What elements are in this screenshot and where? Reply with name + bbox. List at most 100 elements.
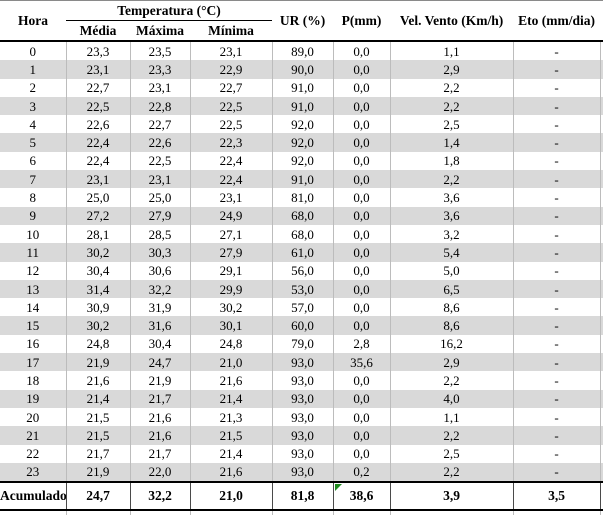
table-cell[interactable]: 25,0 [65, 188, 130, 207]
table-cell[interactable]: 3,6 [389, 188, 514, 207]
table-cell[interactable]: 28,1 [65, 224, 130, 244]
table-cell[interactable]: - [512, 151, 601, 171]
table-cell[interactable]: 30,6 [129, 261, 190, 280]
table-cell[interactable]: 92,0 [271, 133, 334, 152]
table-cell[interactable]: 21,5 [189, 426, 273, 445]
table-cell[interactable]: 22,6 [65, 115, 130, 134]
table-cell[interactable]: 6,5 [389, 279, 514, 299]
table-cell[interactable]: 22,7 [129, 115, 190, 134]
table-cell[interactable]: 21,7 [129, 444, 190, 463]
table-cell[interactable]: 22,4 [65, 151, 130, 171]
table-cell[interactable]: 12 [26, 263, 40, 279]
table-cell[interactable]: 56,0 [271, 261, 334, 280]
table-cell[interactable]: 93,0 [271, 389, 334, 408]
table-cell[interactable]: 22,0 [129, 462, 190, 483]
table-cell[interactable]: 21,6 [129, 407, 190, 427]
table-cell[interactable]: 18 [26, 372, 40, 388]
table-cell[interactable]: 8,6 [389, 316, 514, 335]
header-minima[interactable]: Mínima [190, 20, 273, 41]
table-cell[interactable]: - [512, 60, 601, 79]
table-cell[interactable]: 30,2 [65, 243, 130, 262]
header-eto[interactable]: Eto (mm/dia) [513, 1, 601, 41]
table-cell[interactable]: 0,0 [332, 224, 391, 244]
table-cell[interactable]: 21,6 [189, 371, 273, 390]
table-cell[interactable]: 35,6 [332, 353, 391, 372]
table-cell[interactable]: 17 [26, 354, 40, 370]
table-cell[interactable]: 2,2 [389, 462, 514, 483]
table-cell[interactable]: 21,9 [65, 353, 130, 372]
table-cell[interactable]: 0,0 [332, 39, 391, 61]
header-maxima[interactable]: Máxima [130, 20, 190, 41]
table-cell[interactable]: 2,5 [389, 115, 514, 134]
table-cell[interactable]: 92,0 [271, 115, 334, 134]
table-cell[interactable]: 0,0 [332, 151, 391, 171]
table-cell[interactable]: 0,0 [332, 115, 391, 134]
table-cell[interactable]: 23,1 [65, 60, 130, 79]
table-cell[interactable]: 0,0 [332, 206, 391, 225]
table-cell[interactable]: 1 [29, 61, 37, 77]
table-cell[interactable]: - [512, 462, 601, 483]
table-cell[interactable]: 68,0 [271, 224, 334, 244]
table-cell[interactable]: 21,7 [129, 389, 190, 408]
table-cell[interactable]: 60,0 [271, 316, 334, 335]
table-cell[interactable]: 9 [29, 208, 37, 224]
table-cell[interactable]: 2,2 [389, 78, 514, 97]
table-cell[interactable]: 30,3 [129, 243, 190, 262]
header-media[interactable]: Média [66, 20, 130, 41]
table-cell[interactable]: - [512, 206, 601, 225]
table-cell[interactable]: 27,9 [189, 243, 273, 262]
table-cell[interactable]: 21,9 [65, 462, 130, 483]
table-cell[interactable]: - [512, 334, 601, 354]
table-cell[interactable]: 4,0 [389, 389, 514, 408]
table-cell[interactable]: 0,0 [332, 188, 391, 207]
table-cell[interactable]: 22,4 [189, 170, 273, 189]
table-cell[interactable]: 2,5 [389, 444, 514, 463]
table-cell[interactable]: 31,4 [65, 279, 130, 299]
table-cell[interactable]: - [512, 353, 601, 372]
table-cell[interactable]: 0,2 [332, 462, 391, 483]
table-cell[interactable]: 21,0 [189, 353, 273, 372]
table-cell[interactable]: - [512, 39, 601, 61]
table-cell[interactable]: 68,0 [271, 206, 334, 225]
table-cell[interactable]: 3,2 [389, 224, 514, 244]
table-cell[interactable]: 22,5 [129, 151, 190, 171]
table-cell[interactable]: - [512, 371, 601, 390]
table-cell[interactable]: 22,7 [65, 78, 130, 97]
table-cell[interactable]: 21,6 [189, 462, 273, 483]
table-cell[interactable]: 24,9 [189, 206, 273, 225]
table-cell[interactable]: 89,0 [271, 39, 334, 61]
table-cell[interactable]: - [512, 261, 601, 280]
table-cell[interactable]: 6 [29, 153, 37, 169]
table-cell[interactable]: 61,0 [271, 243, 334, 262]
table-cell[interactable]: 24,7 [129, 353, 190, 372]
table-cell[interactable]: 30,4 [129, 334, 190, 354]
table-cell[interactable]: 4 [29, 116, 37, 132]
table-cell[interactable]: 0,0 [332, 389, 391, 408]
table-cell[interactable]: - [512, 78, 601, 97]
table-cell[interactable]: 23,5 [129, 39, 190, 61]
footer-maxima-cell[interactable]: 32,2 [129, 481, 190, 512]
table-cell[interactable]: - [512, 426, 601, 445]
table-cell[interactable]: 31,6 [129, 316, 190, 335]
table-cell[interactable]: 22 [26, 446, 40, 462]
header-p[interactable]: P(mm) [333, 1, 391, 41]
table-cell[interactable]: 79,0 [271, 334, 334, 354]
header-hora[interactable]: Hora [0, 1, 66, 41]
table-cell[interactable]: 22,5 [189, 115, 273, 134]
table-cell[interactable]: 57,0 [271, 298, 334, 317]
table-cell[interactable]: 3,6 [389, 206, 514, 225]
table-cell[interactable]: - [512, 407, 601, 427]
table-cell[interactable]: 30,1 [189, 316, 273, 335]
table-cell[interactable]: 22,4 [65, 133, 130, 152]
table-cell[interactable]: - [512, 224, 601, 244]
table-cell[interactable]: 53,0 [271, 279, 334, 299]
table-cell[interactable]: 23,3 [65, 39, 130, 61]
table-cell[interactable]: 1,8 [389, 151, 514, 171]
table-cell[interactable]: 32,2 [129, 279, 190, 299]
table-cell[interactable]: 0,0 [332, 243, 391, 262]
table-cell[interactable]: 0,0 [332, 78, 391, 97]
table-cell[interactable]: 13 [26, 281, 40, 297]
table-cell[interactable]: 5,0 [389, 261, 514, 280]
table-cell[interactable]: 81,0 [271, 188, 334, 207]
table-cell[interactable]: 91,0 [271, 96, 334, 116]
